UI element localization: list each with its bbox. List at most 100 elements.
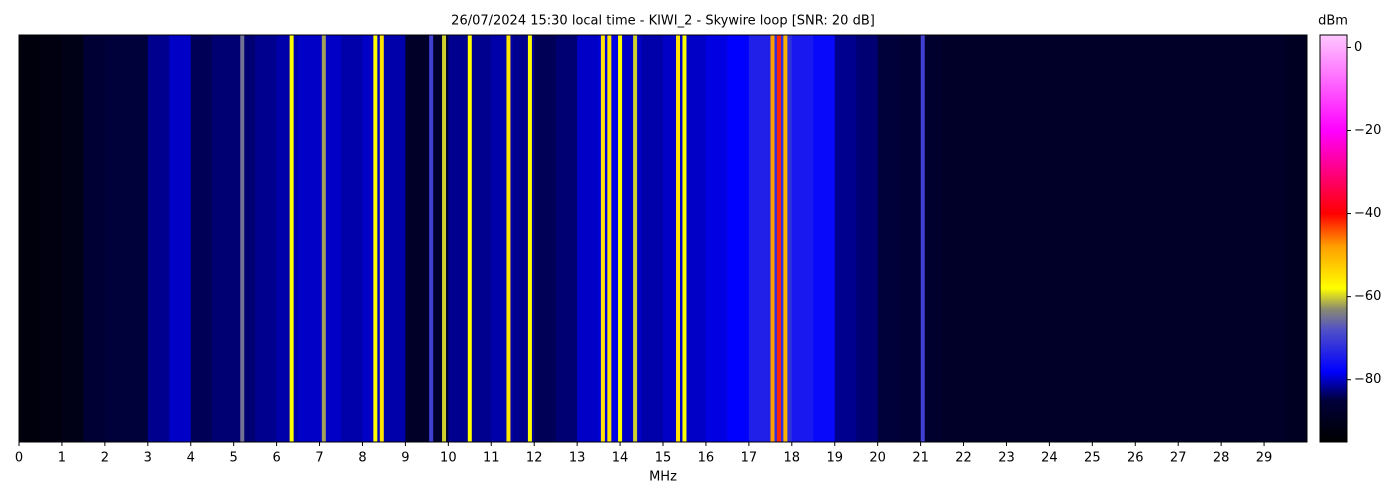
signal-line (506, 35, 511, 442)
x-tick-label: 11 (483, 451, 500, 466)
noise-column (856, 35, 879, 442)
noise-column (748, 35, 771, 442)
chart-title: 26/07/2024 15:30 local time - KIWI_2 - S… (451, 14, 875, 29)
noise-column (212, 35, 235, 442)
signal-line (467, 35, 472, 442)
noise-column (83, 35, 106, 442)
x-tick-label: 2 (101, 451, 109, 466)
signal-line (776, 35, 781, 442)
noise-column (298, 35, 321, 442)
noise-column (1156, 35, 1179, 442)
noise-column (555, 35, 578, 442)
x-tick-label: 17 (741, 451, 758, 466)
noise-column (1006, 35, 1029, 442)
noise-column (1264, 35, 1287, 442)
colorbar-fill (1319, 34, 1348, 443)
noise-column (1178, 35, 1201, 442)
x-tick-label: 18 (784, 451, 801, 466)
signal-line (600, 35, 605, 442)
x-tick-label: 23 (998, 451, 1015, 466)
noise-column (727, 35, 750, 442)
x-tick-label: 5 (230, 451, 238, 466)
x-tick-label: 1 (58, 451, 66, 466)
plot-area (19, 35, 1307, 442)
noise-column (405, 35, 428, 442)
noise-column (1113, 35, 1136, 442)
x-tick-label: 20 (869, 451, 886, 466)
noise-column (1221, 35, 1244, 442)
colorbar-label: dBm (1318, 14, 1348, 29)
noise-column (1199, 35, 1222, 442)
noise-column (255, 35, 278, 442)
noise-column (469, 35, 492, 442)
x-tick-label: 26 (1127, 451, 1144, 466)
x-tick-label: 7 (315, 451, 323, 466)
noise-column (19, 35, 41, 442)
noise-column (963, 35, 986, 442)
noise-column (684, 35, 707, 442)
noise-column (1242, 35, 1265, 442)
colorbar-tick-label: 0 (1354, 40, 1362, 55)
noise-column (620, 35, 643, 442)
colorbar-tick-label: −80 (1354, 372, 1381, 387)
x-tick-label: 19 (826, 451, 843, 466)
colorbar-tick-label: −60 (1354, 289, 1381, 304)
colorbar: 0 −20 −40 −60 −80 (1319, 34, 1381, 443)
x-tick-label: 8 (358, 451, 366, 466)
signal-line (527, 35, 532, 442)
x-tick-label: 3 (144, 451, 152, 466)
noise-column (791, 35, 814, 442)
noise-column (383, 35, 406, 442)
signal-line (442, 35, 447, 442)
noise-column (877, 35, 900, 442)
x-tick-label: 27 (1170, 451, 1187, 466)
x-tick-label: 14 (612, 451, 629, 466)
signal-line (783, 35, 788, 442)
signal-line (607, 35, 612, 442)
noise-column (942, 35, 965, 442)
signal-line (682, 35, 687, 442)
noise-column (147, 35, 170, 442)
signal-line (618, 35, 623, 442)
signal-line (770, 35, 775, 442)
noise-column (534, 35, 557, 442)
x-tick-label: 29 (1256, 451, 1273, 466)
signal-line (920, 35, 925, 442)
x-tick-label: 24 (1041, 451, 1058, 466)
x-tick-label: 15 (655, 451, 672, 466)
noise-column (448, 35, 471, 442)
noise-column (1092, 35, 1115, 442)
noise-column (813, 35, 836, 442)
x-axis-label: MHz (649, 470, 677, 485)
noise-column (104, 35, 127, 442)
noise-column (1049, 35, 1072, 442)
noise-column (40, 35, 63, 442)
noise-column (61, 35, 84, 442)
x-tick-label: 12 (526, 451, 543, 466)
noise-column (190, 35, 213, 442)
signal-line (633, 35, 638, 442)
noise-column (1070, 35, 1093, 442)
noise-column (1285, 35, 1307, 442)
x-tick-label: 6 (272, 451, 280, 466)
x-tick-label: 21 (912, 451, 929, 466)
x-tick-label: 25 (1084, 451, 1101, 466)
colorbar-tick-label: −20 (1354, 123, 1381, 138)
noise-column (577, 35, 600, 442)
noise-column (233, 35, 256, 442)
noise-column (663, 35, 685, 442)
x-tick-label: 10 (440, 451, 457, 466)
x-tick-label: 16 (698, 451, 715, 466)
noise-column (126, 35, 149, 442)
x-tick-label: 0 (15, 451, 23, 466)
noise-column (169, 35, 192, 442)
noise-column (920, 35, 943, 442)
noise-column (985, 35, 1007, 442)
signal-line (379, 35, 384, 442)
signal-line (676, 35, 681, 442)
signal-line (429, 35, 434, 442)
x-tick-label: 28 (1213, 451, 1230, 466)
noise-column (705, 35, 728, 442)
noise-column (899, 35, 922, 442)
